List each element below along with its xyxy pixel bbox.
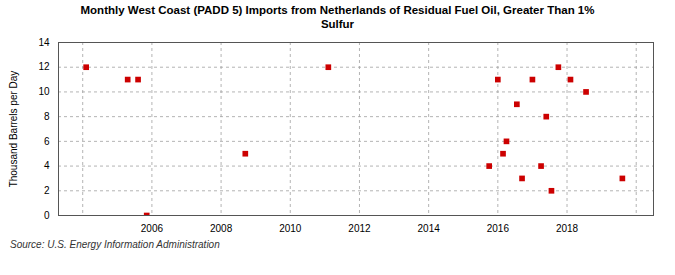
svg-text:2008: 2008 (210, 222, 233, 233)
svg-text:8: 8 (44, 111, 50, 122)
svg-text:2010: 2010 (279, 222, 302, 233)
svg-text:0: 0 (44, 209, 50, 220)
html-text:Monthly West Coast (PADD 5) Im: Monthly West Coast (PADD 5) Imports from… (80, 4, 595, 31)
svg-text:2014: 2014 (418, 222, 441, 233)
svg-text:6: 6 (44, 135, 50, 146)
html-text:Source: U.S. Energy Informatio: Source: U.S. Energy Information Administ… (10, 238, 220, 250)
svg-text:12: 12 (38, 61, 50, 72)
svg-text:2012: 2012 (348, 222, 371, 233)
svg-text:2018: 2018 (556, 222, 579, 233)
svg-text:2016: 2016 (487, 222, 510, 233)
svg-text:2006: 2006 (141, 222, 164, 233)
svg-text:Thousand Barrels per Day: Thousand Barrels per Day (8, 70, 19, 187)
svg-text:14: 14 (38, 36, 50, 47)
svg-text:4: 4 (44, 160, 50, 171)
svg-text:2: 2 (44, 185, 50, 196)
svg-text:10: 10 (38, 86, 50, 97)
